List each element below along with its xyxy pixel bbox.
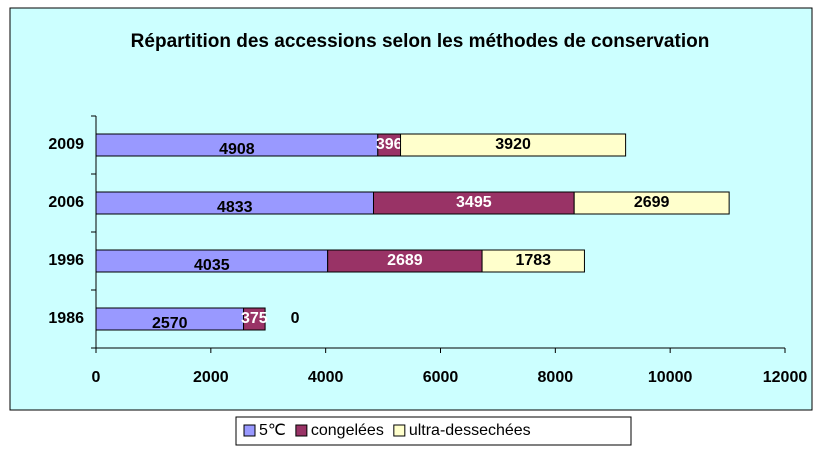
data-label: 1783 [515, 252, 551, 269]
legend-swatch [393, 424, 406, 437]
data-label: 4833 [217, 199, 253, 216]
legend-label: 5℃ [259, 422, 286, 439]
bar-segment [481, 249, 585, 273]
data-label: 2570 [152, 315, 188, 332]
data-label: 0 [291, 310, 300, 327]
data-label: 2699 [634, 194, 670, 211]
data-label: 4908 [219, 141, 255, 158]
data-label: 375 [241, 310, 268, 327]
data-label: 3920 [495, 136, 531, 153]
data-label: 4035 [194, 257, 230, 274]
y-tick-label: 2006 [48, 194, 84, 211]
x-tick-label: 10000 [648, 369, 693, 386]
data-label: 3495 [456, 194, 492, 211]
x-tick-label: 12000 [763, 369, 808, 386]
legend-label: ultra-dessechées [409, 422, 531, 439]
bar-segment [573, 191, 730, 215]
bar-segment [243, 307, 266, 331]
y-tick-label: 1986 [48, 310, 84, 327]
x-tick-label: 0 [92, 369, 101, 386]
x-tick-label: 2000 [193, 369, 229, 386]
chart-title: Répartition des accessions selon les mét… [130, 31, 710, 52]
bar-segment [400, 133, 627, 157]
legend-label: congelées [311, 422, 384, 439]
legend-swatch [243, 424, 256, 437]
legend-swatch [295, 424, 308, 437]
data-label: 2689 [387, 252, 423, 269]
y-tick-label: 2009 [48, 136, 84, 153]
data-label: 396 [376, 136, 403, 153]
y-tick-label: 1996 [48, 252, 84, 269]
x-tick-label: 4000 [308, 369, 344, 386]
x-tick-label: 8000 [538, 369, 574, 386]
x-tick-label: 6000 [423, 369, 459, 386]
